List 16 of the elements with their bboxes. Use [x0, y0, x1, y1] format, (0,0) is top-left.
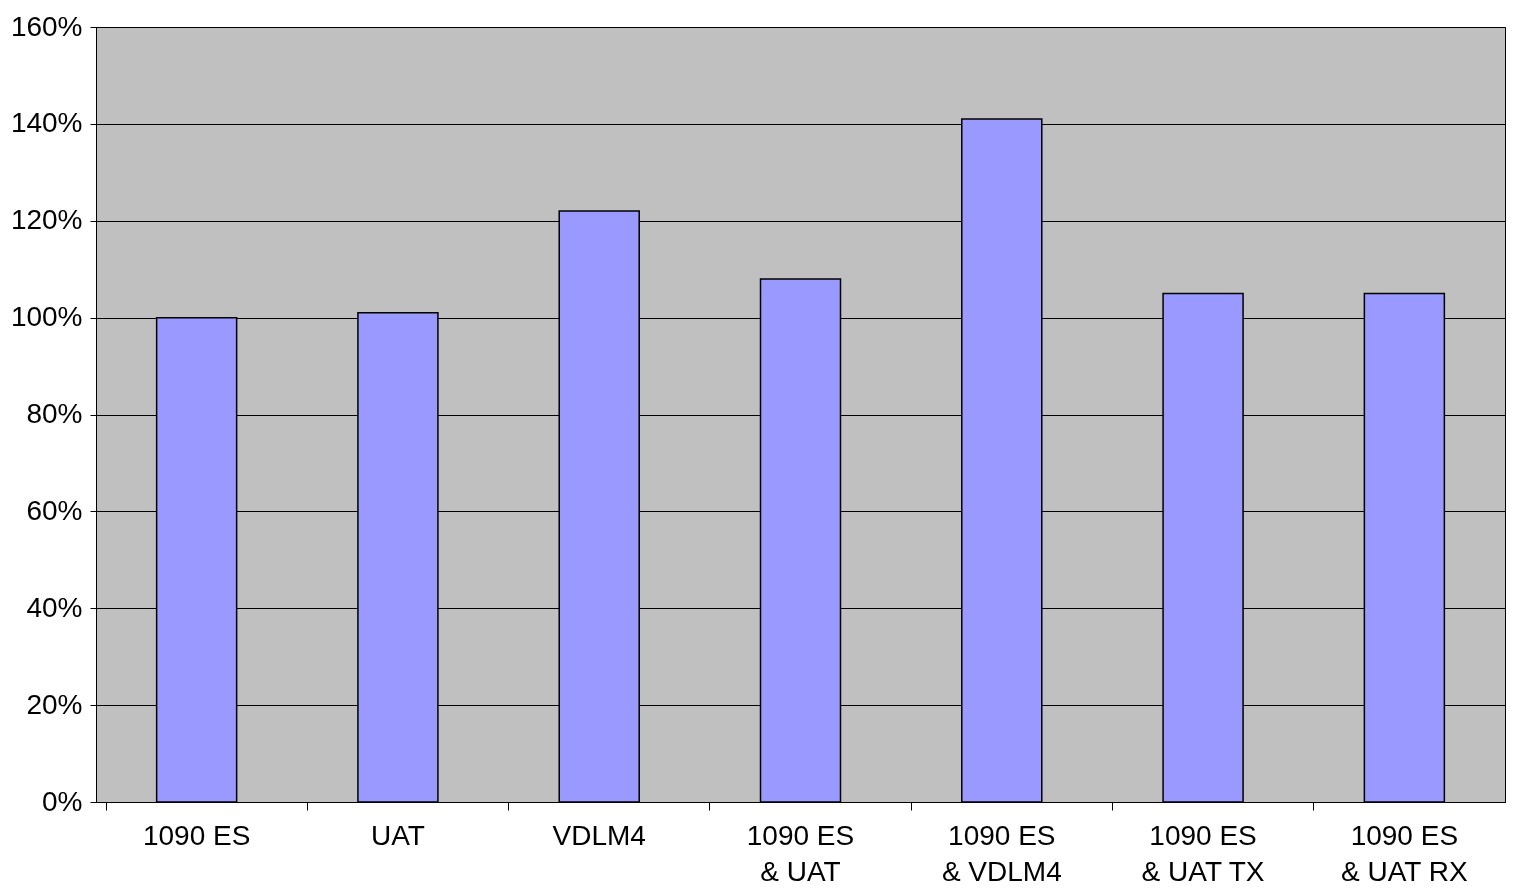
y-tick-label: 20% [26, 688, 83, 720]
x-tick-label: VDLM4 [552, 819, 646, 851]
x-tick-label: 1090 ES & VDLM4 [941, 819, 1062, 887]
y-tick-label: 40% [26, 591, 83, 623]
x-tick-label: 1090 ES & UAT RX [1341, 819, 1468, 887]
y-tick-label: 80% [26, 398, 83, 429]
y-tick-label: 160% [10, 10, 83, 42]
y-tick-label: 0% [42, 785, 83, 817]
x-tick-label: 1090 ES & UAT TX [1141, 819, 1265, 887]
x-tick-label: 1090 ES [142, 819, 251, 851]
y-tick-label: 140% [10, 107, 83, 139]
y-tick-label: 120% [10, 204, 83, 236]
y-tick-label: 100% [10, 301, 83, 333]
x-tick-label: UAT [370, 819, 425, 851]
y-tick-label: 60% [26, 494, 83, 526]
x-tick-label: 1090 ES & UAT [746, 819, 855, 887]
